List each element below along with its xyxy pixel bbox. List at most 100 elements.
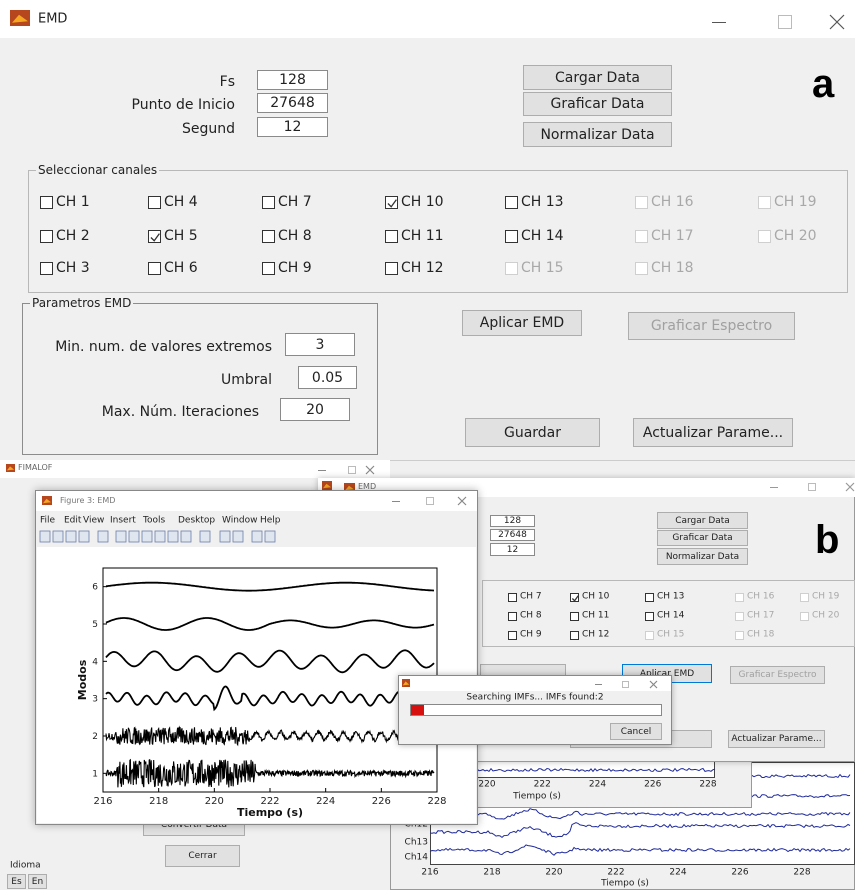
- menu-item[interactable]: View: [83, 517, 104, 526]
- checkbox[interactable]: [570, 631, 579, 640]
- toolbar-icon[interactable]: [252, 531, 262, 542]
- maximize-button[interactable]: [348, 466, 356, 474]
- checkbox[interactable]: [508, 631, 517, 640]
- checkbox[interactable]: [800, 593, 809, 602]
- toolbar-icon[interactable]: [142, 531, 152, 542]
- toolbar-icon[interactable]: [181, 531, 191, 542]
- toolbar-icon[interactable]: [40, 531, 50, 542]
- menu-item[interactable]: Help: [260, 517, 281, 526]
- close-button[interactable]: [458, 497, 466, 505]
- text-field[interactable]: 12: [257, 117, 328, 137]
- signal-trace: [430, 823, 850, 838]
- text-field[interactable]: 27648: [257, 93, 328, 113]
- checkbox[interactable]: [148, 196, 161, 209]
- minimize-button[interactable]: [595, 684, 602, 685]
- close-button[interactable]: [846, 483, 854, 491]
- button[interactable]: Cargar Data: [523, 65, 672, 90]
- toolbar-icon[interactable]: [98, 531, 108, 542]
- button[interactable]: En: [28, 874, 47, 889]
- text-field[interactable]: 0.05: [298, 366, 357, 389]
- checkbox[interactable]: [645, 593, 654, 602]
- checkbox[interactable]: [262, 262, 275, 275]
- checkbox[interactable]: [735, 593, 744, 602]
- checkbox[interactable]: [735, 631, 744, 640]
- checkbox[interactable]: [645, 631, 654, 640]
- checkbox[interactable]: [385, 262, 398, 275]
- checkbox[interactable]: [262, 196, 275, 209]
- checkbox[interactable]: [262, 230, 275, 243]
- button[interactable]: Graficar Data: [657, 530, 748, 546]
- checkbox[interactable]: [505, 262, 518, 275]
- close-button[interactable]: [830, 15, 844, 29]
- checkbox[interactable]: [505, 196, 518, 209]
- text-field[interactable]: 20: [280, 398, 350, 421]
- toolbar-icon[interactable]: [129, 531, 139, 542]
- close-button[interactable]: [650, 681, 657, 688]
- checkbox[interactable]: [148, 230, 161, 243]
- toolbar-icon[interactable]: [233, 531, 243, 542]
- checkbox[interactable]: [635, 196, 648, 209]
- button[interactable]: Guardar: [465, 418, 600, 447]
- maximize-button[interactable]: [622, 681, 629, 688]
- checkbox[interactable]: [800, 612, 809, 621]
- checkbox[interactable]: [148, 262, 161, 275]
- checkbox[interactable]: [645, 612, 654, 621]
- checkbox[interactable]: [758, 196, 771, 209]
- button[interactable]: Normalizar Data: [523, 122, 672, 147]
- checkbox[interactable]: [570, 593, 579, 602]
- checkbox[interactable]: [635, 230, 648, 243]
- minimize-button[interactable]: [770, 487, 778, 488]
- checkbox[interactable]: [758, 230, 771, 243]
- minimize-button[interactable]: [318, 470, 326, 471]
- menu-item[interactable]: Window: [222, 517, 258, 526]
- maximize-button[interactable]: [808, 483, 816, 491]
- checkbox[interactable]: [735, 612, 744, 621]
- checkbox[interactable]: [508, 612, 517, 621]
- checkbox[interactable]: [40, 230, 53, 243]
- maximize-button[interactable]: [778, 15, 792, 29]
- window-title: Figure 3: EMD: [60, 497, 115, 505]
- toolbar-icon[interactable]: [265, 531, 275, 542]
- button[interactable]: Graficar Espectro: [628, 312, 795, 340]
- checkbox[interactable]: [570, 612, 579, 621]
- button[interactable]: Es: [7, 874, 26, 889]
- menu-item[interactable]: Tools: [143, 517, 165, 526]
- minimize-button[interactable]: [392, 501, 400, 502]
- button[interactable]: Graficar Data: [523, 92, 672, 116]
- close-button[interactable]: [366, 466, 374, 474]
- checkbox[interactable]: [385, 230, 398, 243]
- button[interactable]: Cerrar: [165, 845, 240, 867]
- checkbox[interactable]: [635, 262, 648, 275]
- checkbox[interactable]: [40, 196, 53, 209]
- button[interactable]: Actualizar Parame...: [728, 730, 825, 748]
- menu-item[interactable]: Edit: [64, 517, 81, 526]
- text-field[interactable]: 12: [490, 543, 535, 556]
- text-field[interactable]: 3: [285, 333, 355, 356]
- toolbar-icon[interactable]: [79, 531, 89, 542]
- text-field[interactable]: 128: [257, 70, 328, 90]
- toolbar-icon[interactable]: [168, 531, 178, 542]
- button[interactable]: Normalizar Data: [657, 548, 748, 565]
- button[interactable]: Cancel: [610, 723, 662, 740]
- minimize-button[interactable]: [712, 22, 726, 23]
- text-field[interactable]: 128: [490, 515, 535, 527]
- toolbar-icon[interactable]: [200, 531, 210, 542]
- checkbox[interactable]: [40, 262, 53, 275]
- checkbox[interactable]: [508, 593, 517, 602]
- toolbar-icon[interactable]: [53, 531, 63, 542]
- toolbar-icon[interactable]: [66, 531, 76, 542]
- menu-item[interactable]: Desktop: [178, 517, 215, 526]
- maximize-button[interactable]: [426, 497, 434, 505]
- toolbar-icon[interactable]: [220, 531, 230, 542]
- toolbar-icon[interactable]: [116, 531, 126, 542]
- button[interactable]: Cargar Data: [657, 512, 748, 529]
- button[interactable]: Aplicar EMD: [462, 310, 582, 336]
- menu-item[interactable]: File: [40, 517, 55, 526]
- checkbox[interactable]: [385, 196, 398, 209]
- button[interactable]: Actualizar Parame...: [633, 418, 793, 447]
- button[interactable]: Graficar Espectro: [730, 666, 825, 684]
- checkbox[interactable]: [505, 230, 518, 243]
- text-field[interactable]: 27648: [490, 529, 535, 541]
- toolbar-icon[interactable]: [155, 531, 165, 542]
- menu-item[interactable]: Insert: [110, 517, 136, 526]
